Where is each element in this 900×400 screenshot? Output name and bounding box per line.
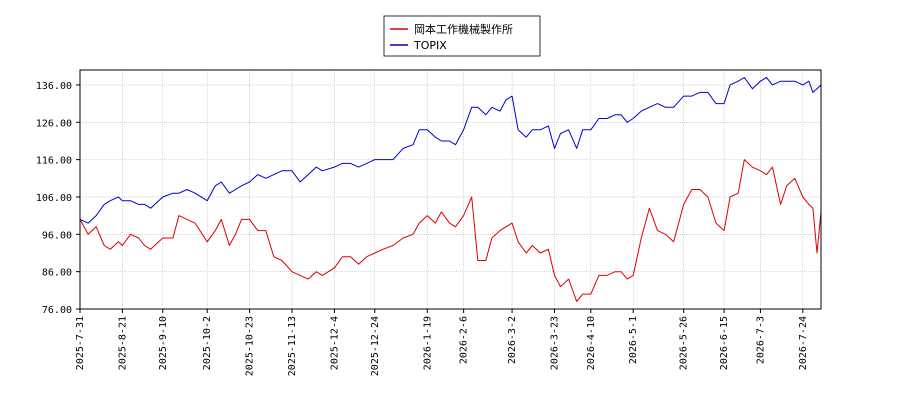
x-tick-label: 2026-1-19 xyxy=(422,316,433,370)
x-axis: 2025-7-31 2025-8-21 2025-9-10 2025-10-2 2025… xyxy=(75,309,809,376)
x-tick-label: 2026-7-3 xyxy=(755,316,766,364)
x-tick-label: 2025-7-31 xyxy=(75,316,86,370)
legend-label-topix: TOPIX xyxy=(413,39,447,52)
x-tick-label: 2025-11-13 xyxy=(287,316,298,376)
y-tick-label: 86.00 xyxy=(42,268,72,279)
y-axis: 76.00 86.00 96.00 106.00 116.00 126.00 136.00 xyxy=(36,81,80,316)
x-tick-label: 2026-6-15 xyxy=(719,316,730,370)
x-tick-label: 2025-10-2 xyxy=(202,316,213,370)
x-tick-label: 2026-4-10 xyxy=(586,316,597,370)
x-tick-label: 2025-9-10 xyxy=(158,316,169,370)
x-tick-label: 2026-3-23 xyxy=(549,316,560,370)
legend-label-okamoto: 岡本工作機械製作所 xyxy=(414,22,513,36)
x-tick-label: 2026-5-1 xyxy=(628,316,639,364)
x-tick-label: 2025-12-4 xyxy=(329,316,340,370)
x-tick-label: 2026-7-24 xyxy=(798,316,809,370)
y-tick-label: 116.00 xyxy=(36,156,72,167)
series-layer xyxy=(79,77,822,302)
grid-layer xyxy=(79,70,821,310)
x-tick-label: 2026-3-2 xyxy=(507,316,518,364)
y-tick-label: 126.00 xyxy=(36,118,72,129)
x-tick-label: 2025-10-23 xyxy=(245,316,256,376)
series-line-okamoto xyxy=(79,159,822,302)
y-tick-label: 106.00 xyxy=(36,193,72,204)
series-line-topix xyxy=(79,77,822,224)
legend-box xyxy=(383,15,541,57)
y-tick-label: 96.00 xyxy=(42,230,72,241)
legend: 岡本工作機械製作所 TOPIX xyxy=(383,15,541,57)
y-tick-label: 136.00 xyxy=(36,81,72,92)
x-tick-label: 2025-12-24 xyxy=(370,316,381,376)
x-tick-label: 2025-8-21 xyxy=(117,316,128,370)
x-tick-label: 2026-5-26 xyxy=(679,316,690,370)
x-tick-label: 2026-2-6 xyxy=(459,316,470,364)
y-tick-label: 76.00 xyxy=(42,305,72,316)
plot-frame xyxy=(79,69,822,310)
